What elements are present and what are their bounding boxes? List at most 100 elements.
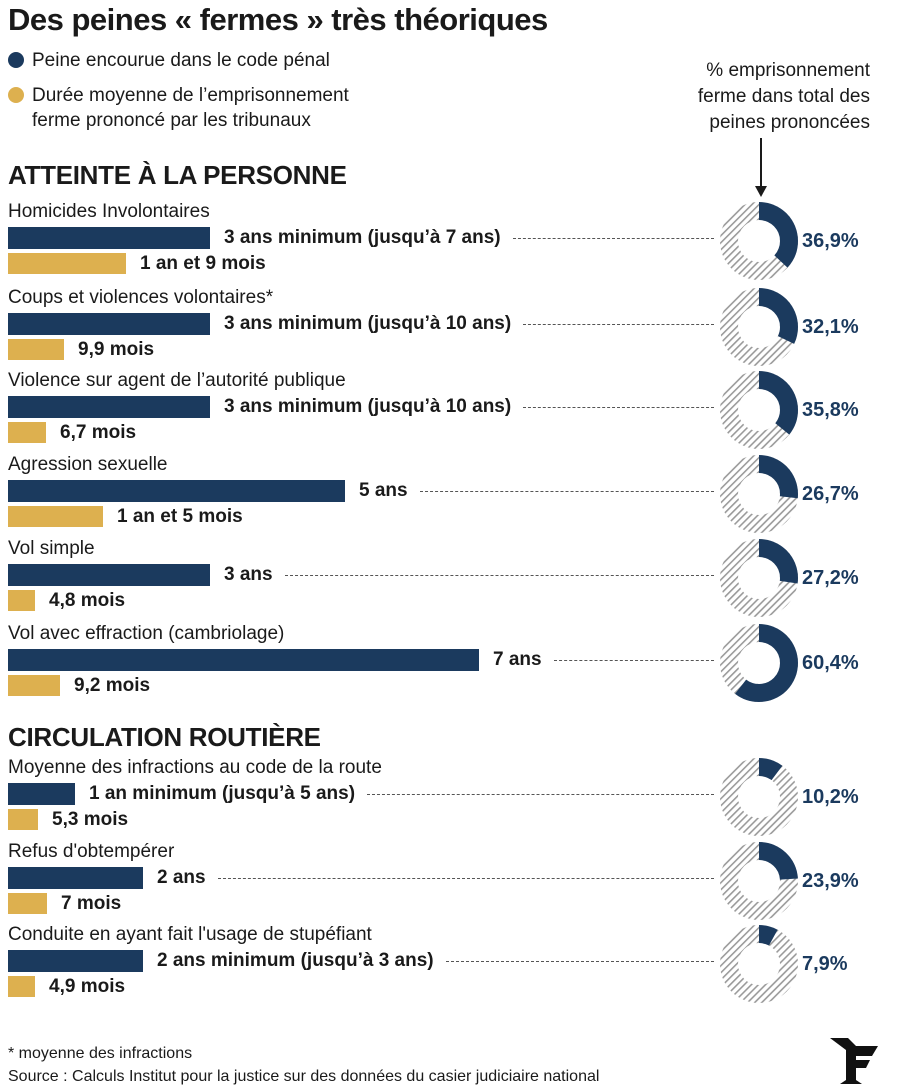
legend-dot-penalty-icon bbox=[8, 52, 24, 68]
donut-slice-prison bbox=[720, 842, 798, 920]
served-label: 1 an et 5 mois bbox=[117, 506, 243, 527]
dashed-connector bbox=[285, 575, 714, 576]
penalty-label: 2 ans bbox=[157, 867, 206, 888]
section-title-circulation: CIRCULATION ROUTIÈRE bbox=[8, 722, 321, 752]
dashed-connector bbox=[446, 961, 714, 962]
row-label: Homicides Involontaires bbox=[8, 201, 210, 222]
legend-label-served-line2: ferme prononcé par les tribunaux bbox=[32, 110, 311, 131]
legend-label-served-line1: Durée moyenne de l’emprisonnement bbox=[32, 85, 349, 106]
bar-served bbox=[8, 893, 47, 914]
chart-title: Des peines « fermes » très théoriques bbox=[8, 2, 548, 37]
bar-penalty bbox=[8, 867, 143, 889]
served-label: 9,9 mois bbox=[78, 339, 155, 360]
chart-row: Vol avec effraction (cambriolage) 7 ans 9,… bbox=[0, 623, 900, 703]
served-label: 7 mois bbox=[61, 893, 122, 914]
served-label: 4,9 mois bbox=[49, 976, 126, 997]
donut-chart bbox=[720, 539, 798, 617]
served-label: 6,7 mois bbox=[60, 422, 137, 443]
served-label: 5,3 mois bbox=[52, 809, 129, 830]
chart-row: Homicides Involontaires 3 ans minimum (ju… bbox=[0, 201, 900, 281]
row-label: Refus d'obtempérer bbox=[8, 841, 175, 862]
donut-chart bbox=[720, 202, 798, 280]
bar-penalty bbox=[8, 480, 345, 502]
percent-value: 27,2% bbox=[802, 567, 859, 589]
bar-penalty bbox=[8, 313, 210, 335]
dashed-connector bbox=[523, 407, 714, 408]
percent-value: 10,2% bbox=[802, 786, 859, 808]
percent-value: 26,7% bbox=[802, 483, 859, 505]
dashed-connector bbox=[218, 878, 714, 879]
donut-slice-prison bbox=[720, 758, 798, 836]
dashed-connector bbox=[420, 491, 714, 492]
bar-served bbox=[8, 976, 35, 997]
footnote: * moyenne des infractions bbox=[8, 1045, 193, 1062]
chart-row: Refus d'obtempérer 2 ans 7 mois 23,9% bbox=[0, 841, 900, 921]
served-label: 1 an et 9 mois bbox=[140, 253, 266, 274]
penalty-label: 3 ans bbox=[224, 564, 273, 585]
donut-chart bbox=[720, 842, 798, 920]
donut-slice-prison bbox=[720, 925, 798, 1003]
penalty-label: 5 ans bbox=[359, 480, 408, 501]
percent-value: 7,9% bbox=[802, 953, 848, 975]
chart-row: Coups et violences volontaires* 3 ans min… bbox=[0, 287, 900, 367]
percent-value: 60,4% bbox=[802, 652, 859, 674]
bar-served bbox=[8, 590, 35, 611]
legend-item-penalty: Peine encourue dans le code pénal bbox=[8, 48, 330, 73]
bar-served bbox=[8, 809, 38, 830]
donut-chart bbox=[720, 758, 798, 836]
row-label: Agression sexuelle bbox=[8, 454, 168, 475]
bar-penalty bbox=[8, 783, 75, 805]
penalty-label: 1 an minimum (jusqu’à 5 ans) bbox=[89, 783, 356, 804]
penalty-label: 3 ans minimum (jusqu’à 7 ans) bbox=[224, 227, 501, 248]
donut-slice-prison bbox=[720, 455, 798, 533]
bar-penalty bbox=[8, 564, 210, 586]
bar-penalty bbox=[8, 649, 479, 671]
bar-penalty bbox=[8, 396, 210, 418]
le-figaro-f-logo-icon bbox=[830, 1038, 878, 1084]
dashed-connector bbox=[513, 238, 714, 239]
penalty-label: 7 ans bbox=[493, 649, 542, 670]
chart-row: Violence sur agent de l’autorité publiqu… bbox=[0, 370, 900, 450]
penalty-label: 2 ans minimum (jusqu’à 3 ans) bbox=[157, 950, 434, 971]
dashed-connector bbox=[554, 660, 714, 661]
percent-value: 36,9% bbox=[802, 230, 859, 252]
dashed-connector bbox=[367, 794, 714, 795]
percent-header-line1: % emprisonnement bbox=[706, 60, 870, 81]
bar-served bbox=[8, 339, 64, 360]
penalty-label: 3 ans minimum (jusqu’à 10 ans) bbox=[224, 313, 512, 334]
row-label: Vol avec effraction (cambriolage) bbox=[8, 623, 285, 644]
bar-penalty bbox=[8, 227, 210, 249]
chart-row: Conduite en ayant fait l'usage de stupéf… bbox=[0, 924, 900, 1004]
donut-chart bbox=[720, 624, 798, 702]
legend-item-served: Durée moyenne de l’emprisonnement ferme … bbox=[8, 83, 349, 133]
bar-served bbox=[8, 675, 60, 696]
row-label: Violence sur agent de l’autorité publiqu… bbox=[8, 370, 346, 391]
bar-served bbox=[8, 506, 103, 527]
chart-row: Agression sexuelle 5 ans 1 an et 5 mois 26,… bbox=[0, 454, 900, 534]
source-note: Source : Calculs Institut pour la justic… bbox=[8, 1068, 600, 1085]
section-title-personne: ATTEINTE À LA PERSONNE bbox=[8, 160, 347, 190]
percent-header-line2: ferme dans total des bbox=[697, 86, 870, 107]
percent-value: 32,1% bbox=[802, 316, 859, 338]
chart-row: Vol simple 3 ans 4,8 mois 27,2% bbox=[0, 538, 900, 618]
donut-slice-prison bbox=[720, 539, 798, 617]
donut-slice-prison bbox=[720, 624, 798, 702]
bar-penalty bbox=[8, 950, 143, 972]
row-label: Conduite en ayant fait l'usage de stupéf… bbox=[8, 924, 372, 945]
penalty-label: 3 ans minimum (jusqu’à 10 ans) bbox=[224, 396, 512, 417]
percent-header-line3: peines prononcées bbox=[709, 112, 870, 133]
bar-served bbox=[8, 422, 46, 443]
dashed-connector bbox=[523, 324, 714, 325]
percent-value: 23,9% bbox=[802, 870, 859, 892]
donut-chart bbox=[720, 455, 798, 533]
down-arrow-line-icon bbox=[760, 138, 762, 186]
donut-chart bbox=[720, 371, 798, 449]
bar-served bbox=[8, 253, 126, 274]
legend-dot-served-icon bbox=[8, 87, 24, 103]
row-label: Vol simple bbox=[8, 538, 95, 559]
row-label: Coups et violences volontaires* bbox=[8, 287, 274, 308]
donut-slice-prison bbox=[720, 202, 798, 280]
donut-slice-prison bbox=[720, 371, 798, 449]
down-arrow-head-icon bbox=[755, 186, 767, 197]
percent-header: % emprisonnement ferme dans total des pe… bbox=[650, 58, 870, 136]
